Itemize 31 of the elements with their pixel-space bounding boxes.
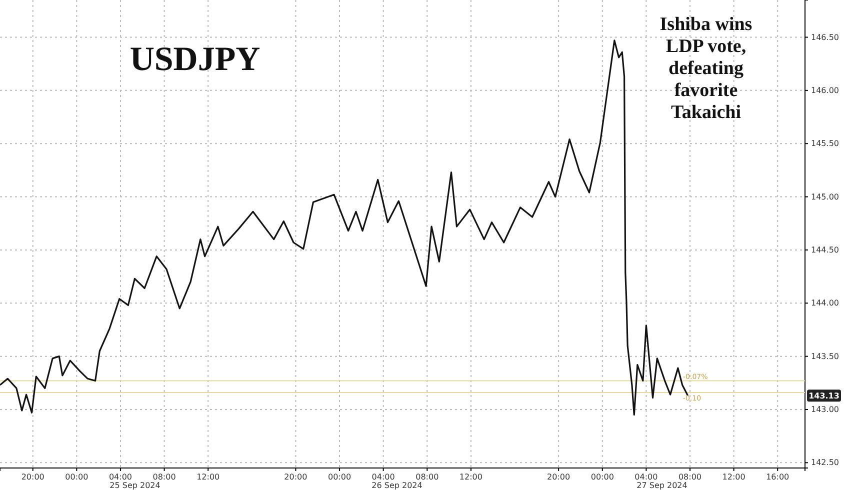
y-tick-label: 144.50 <box>811 246 839 255</box>
x-tick-label: 04:00 <box>372 472 395 482</box>
x-tick-label: 08:00 <box>152 472 176 482</box>
y-tick-label: 143.00 <box>811 405 839 414</box>
x-tick-label: 16:00 <box>766 472 790 482</box>
x-tick-label: 08:00 <box>416 472 439 482</box>
text: 26 Sep 2024 <box>372 481 422 490</box>
y-tick-label: 145.00 <box>811 192 839 202</box>
x-tick-label: 04:00 <box>634 472 658 482</box>
x-tick-label: 00:00 <box>328 472 352 482</box>
x-tick-label: 00:00 <box>590 472 614 482</box>
x-tick-label: 04:00 <box>108 472 132 482</box>
x-tick-label: 12:00 <box>722 472 746 482</box>
y-tick-label: 143.50 <box>811 352 839 361</box>
annotation: Ishiba wins LDP vote, defeating favorite Takaichi <box>660 14 752 123</box>
y-tick-label: 145.50 <box>811 139 839 148</box>
x-tick-label: 08:00 <box>678 472 702 482</box>
x-tick-label: 12:00 <box>196 472 220 482</box>
x-tick-label: 20:00 <box>547 472 570 482</box>
annotation: 143.13 <box>808 392 840 401</box>
text: USDJPY <box>130 41 260 78</box>
y-tick-label: 146.50 <box>811 32 839 42</box>
y-tick-label: 144.00 <box>811 298 839 308</box>
text: 27 Sep 2024 <box>636 481 688 490</box>
x-tick-label: 20:00 <box>284 472 308 482</box>
x-tick-label: 12:00 <box>459 472 482 482</box>
y-tick-label: 146.00 <box>811 86 839 95</box>
x-tick-label: 00:00 <box>65 472 88 482</box>
x-tick-label: 20:00 <box>21 472 44 482</box>
y-tick-label: 142.50 <box>811 458 839 468</box>
text: 25 Sep 2024 <box>110 481 160 490</box>
